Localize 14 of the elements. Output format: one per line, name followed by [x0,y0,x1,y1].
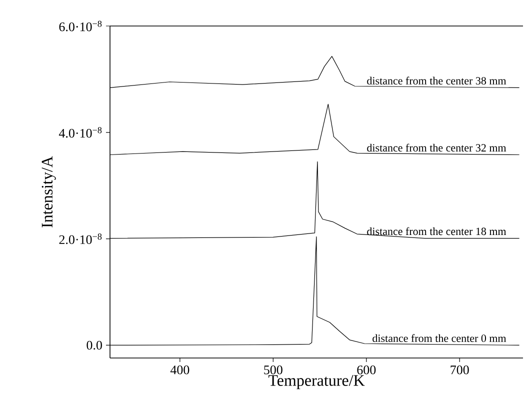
series-label: distance from the center 32 mm [367,144,506,152]
series-label: distance from the center 18 mm [367,227,506,236]
x-tick-label: 700 [450,366,469,374]
y-tick-label: 0.0 [86,340,102,350]
x-axis-title: Temperature/K [268,375,365,390]
y-tick-label: 2.0·10$^{−8}$ [59,234,102,244]
y-tick-label: 4.0·10$^{−8}$ [58,127,102,138]
x-tick-label: 600 [357,366,376,374]
series-label: distance from the center 38 mm [367,76,506,85]
x-tick-label: 400 [170,366,190,374]
y-tick-label: 6.0·10$^{−8}$ [59,20,102,32]
series-label: distance from the center 0 mm [372,334,506,342]
x-tick-label: 500 [264,366,282,374]
y-axis-title: Intensity/A [42,156,56,228]
